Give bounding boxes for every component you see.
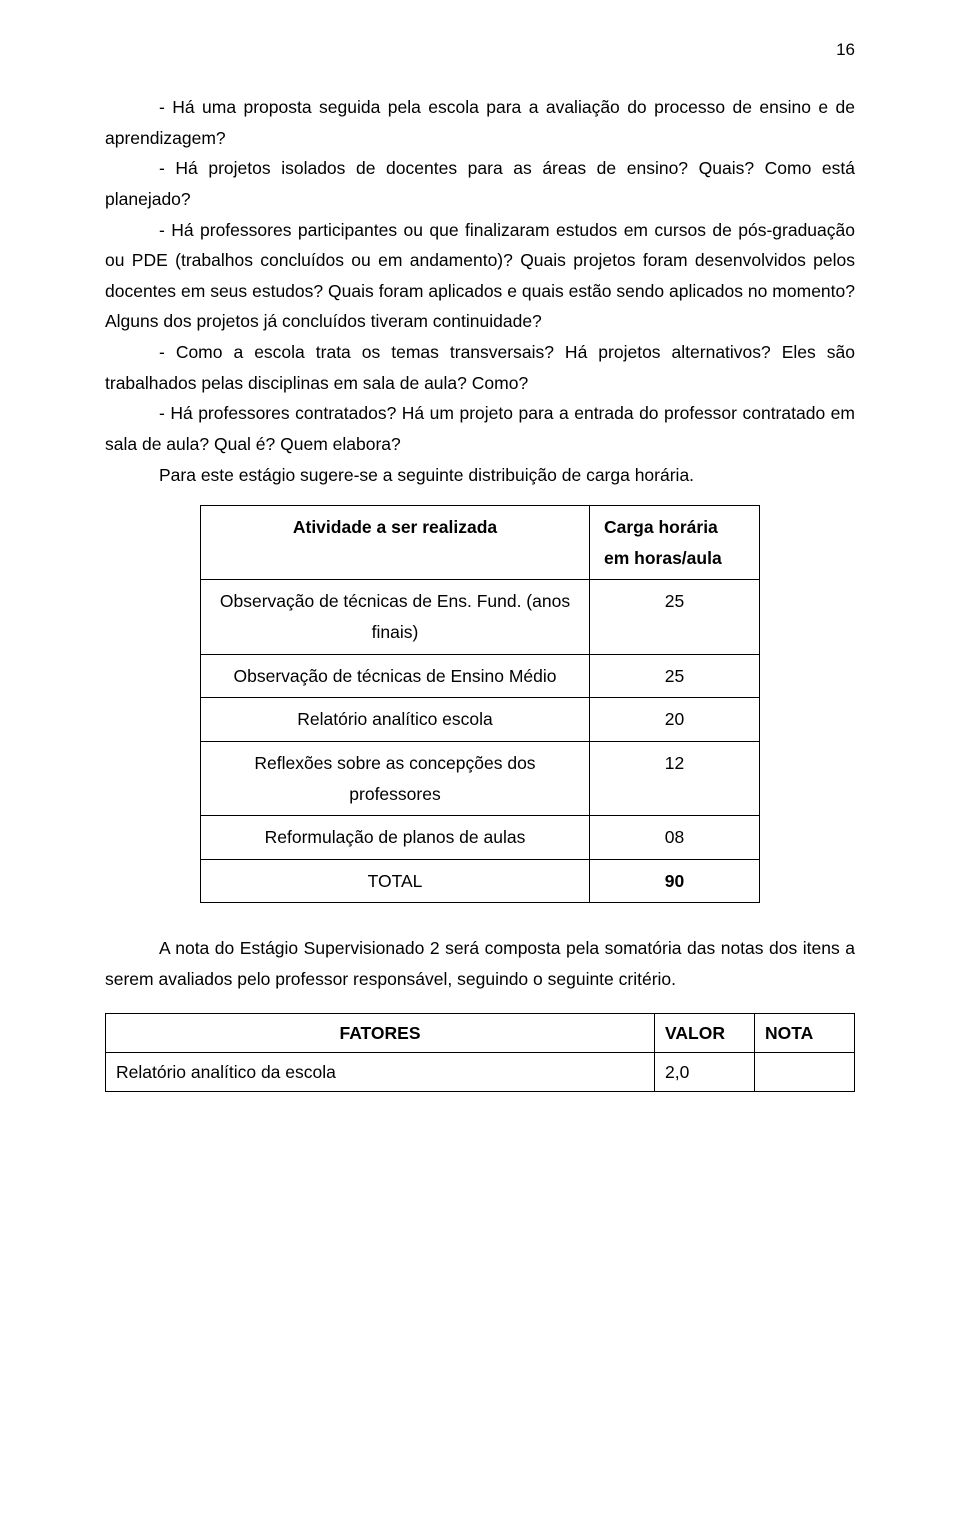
header-hours-line2: em horas/aula — [604, 548, 722, 568]
paragraph-4: - Como a escola trata os temas transvers… — [105, 337, 855, 398]
body-text-block: - Há uma proposta seguida pela escola pa… — [105, 92, 855, 490]
paragraph-1: - Há uma proposta seguida pela escola pa… — [105, 92, 855, 153]
hours-cell: 08 — [590, 816, 760, 860]
hours-cell-total: 90 — [590, 859, 760, 903]
factors-table: FATORES VALOR NOTA Relatório analítico d… — [105, 1013, 855, 1092]
table-row: Observação de técnicas de Ensino Médio 2… — [201, 654, 760, 698]
activity-line1: Observação de técnicas de Ens. Fund. (an… — [220, 591, 570, 611]
note-cell — [755, 1052, 855, 1091]
activity-line2: finais) — [372, 622, 419, 642]
factor-cell: Relatório analítico da escola — [106, 1052, 655, 1091]
hours-cell: 12 — [590, 741, 760, 815]
table-row: Relatório analítico escola 20 — [201, 698, 760, 742]
header-hours-line1: Carga horária — [604, 517, 718, 537]
activity-line1: Reflexões sobre as concepções dos — [254, 753, 535, 773]
table-row-total: TOTAL 90 — [201, 859, 760, 903]
activity-table: Atividade a ser realizada Carga horária … — [200, 505, 760, 903]
value-cell: 2,0 — [655, 1052, 755, 1091]
page-number: 16 — [105, 40, 855, 60]
table-row: Observação de técnicas de Ens. Fund. (an… — [201, 580, 760, 654]
factors-header-row: FATORES VALOR NOTA — [106, 1013, 855, 1052]
table-header-row: Atividade a ser realizada Carga horária … — [201, 506, 760, 580]
header-factor: FATORES — [106, 1013, 655, 1052]
activity-cell: Relatório analítico escola — [201, 698, 590, 742]
activity-cell: Observação de técnicas de Ens. Fund. (an… — [201, 580, 590, 654]
header-activity: Atividade a ser realizada — [201, 506, 590, 580]
header-note: NOTA — [755, 1013, 855, 1052]
factors-row: Relatório analítico da escola 2,0 — [106, 1052, 855, 1091]
hours-cell: 25 — [590, 580, 760, 654]
table-row: Reflexões sobre as concepções dos profes… — [201, 741, 760, 815]
activity-cell: Reflexões sobre as concepções dos profes… — [201, 741, 590, 815]
paragraph-7: A nota do Estágio Supervisionado 2 será … — [105, 933, 855, 994]
paragraph-5: - Há professores contratados? Há um proj… — [105, 398, 855, 459]
activity-cell: Reformulação de planos de aulas — [201, 816, 590, 860]
header-hours: Carga horária em horas/aula — [590, 506, 760, 580]
activity-cell-total: TOTAL — [201, 859, 590, 903]
paragraph-2: - Há projetos isolados de docentes para … — [105, 153, 855, 214]
paragraph-3: - Há professores participantes ou que fi… — [105, 215, 855, 338]
hours-cell: 20 — [590, 698, 760, 742]
activity-line2: professores — [349, 784, 440, 804]
header-value: VALOR — [655, 1013, 755, 1052]
paragraph-6: Para este estágio sugere-se a seguinte d… — [105, 460, 855, 491]
hours-cell: 25 — [590, 654, 760, 698]
activity-cell: Observação de técnicas de Ensino Médio — [201, 654, 590, 698]
table-row: Reformulação de planos de aulas 08 — [201, 816, 760, 860]
body-text-block-2: A nota do Estágio Supervisionado 2 será … — [105, 933, 855, 994]
